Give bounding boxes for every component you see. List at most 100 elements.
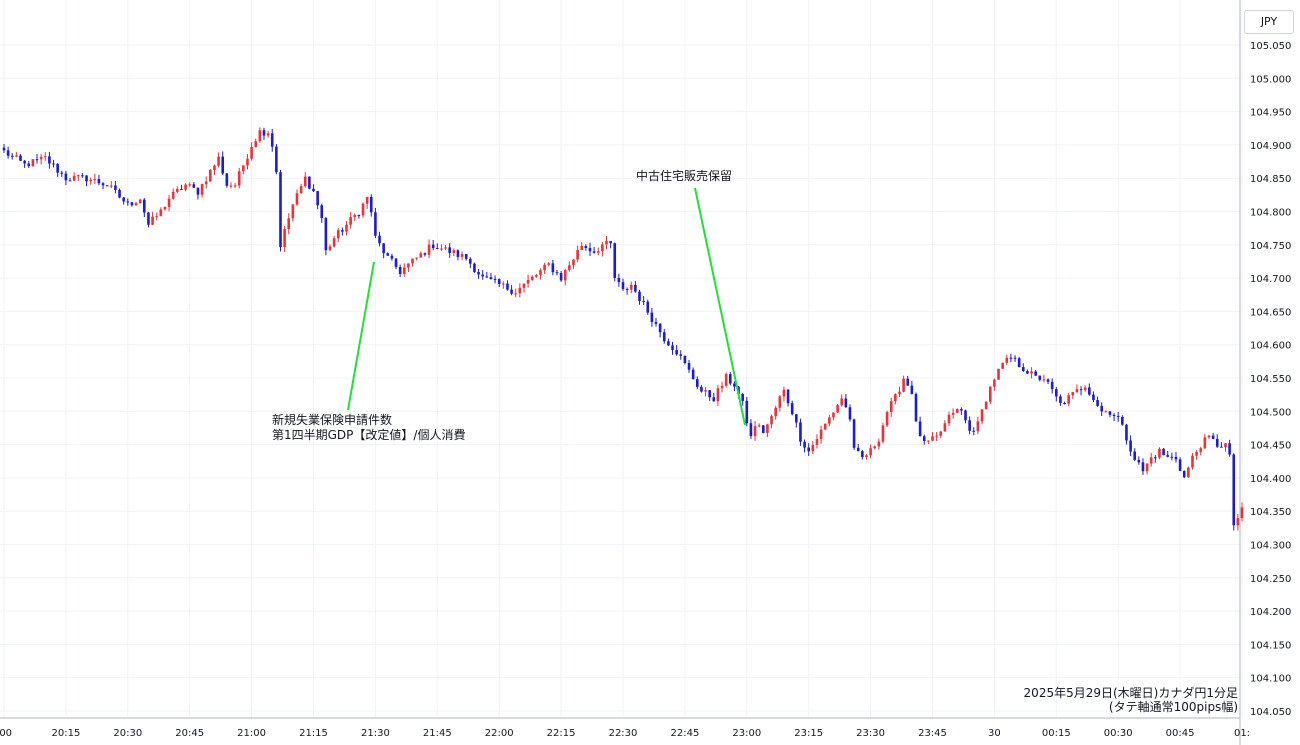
- candle: [97, 174, 101, 186]
- candle: [1005, 354, 1009, 366]
- candle: [56, 163, 59, 177]
- candle: [980, 409, 984, 425]
- candle: [237, 167, 241, 189]
- candle: [757, 423, 761, 428]
- candle: [436, 243, 439, 250]
- y-tick-label: 104.900: [1250, 141, 1291, 152]
- candle: [378, 231, 381, 247]
- candle: [823, 423, 827, 430]
- candle: [308, 176, 311, 190]
- candle: [407, 263, 410, 273]
- candle: [138, 198, 142, 204]
- candle: [390, 253, 394, 261]
- x-tick-label: 20:15: [51, 728, 80, 739]
- candle: [1071, 391, 1075, 399]
- candle: [592, 246, 596, 254]
- candle: [10, 153, 14, 160]
- candle: [609, 240, 612, 249]
- time-axis[interactable]: :00 20:15 20:30 20:45 21:00 21:15 21:30 21:45 22…: [0, 728, 1250, 739]
- candle: [922, 434, 926, 445]
- candle: [415, 257, 418, 261]
- candle: [1017, 356, 1021, 368]
- candle: [889, 397, 893, 417]
- candle: [514, 288, 518, 298]
- candle: [976, 416, 980, 435]
- currency-badge[interactable]: JPY: [1244, 10, 1294, 34]
- candle: [704, 387, 707, 397]
- candle: [840, 394, 844, 407]
- candle: [1096, 396, 1099, 407]
- candle: [629, 281, 633, 294]
- candle: [1092, 391, 1095, 403]
- candle: [852, 418, 856, 450]
- candle: [1100, 402, 1103, 417]
- y-tick-label: 104.600: [1250, 341, 1291, 352]
- x-tick-label: 20:30: [113, 728, 142, 739]
- candle: [254, 138, 258, 148]
- candle: [48, 151, 51, 169]
- chart-caption-line1: 2025年5月29日(木曜日)カナダ円1分足: [1024, 685, 1238, 700]
- candle: [832, 412, 835, 421]
- candle: [262, 127, 266, 140]
- grid-lines: [0, 0, 1243, 718]
- candle: [402, 263, 406, 277]
- candle: [972, 427, 976, 436]
- candle: [1137, 456, 1141, 465]
- candle: [295, 189, 299, 207]
- x-tick-label: 22:45: [670, 728, 699, 739]
- candle: [547, 262, 551, 267]
- candle: [770, 414, 773, 429]
- candle: [196, 187, 200, 200]
- candle: [159, 207, 163, 217]
- candle: [1133, 448, 1137, 462]
- candle: [535, 274, 538, 278]
- candle: [683, 355, 687, 365]
- candle: [1009, 353, 1013, 363]
- candle: [807, 443, 810, 456]
- price-axis[interactable]: 105.050 105.000 104.950 104.900 104.850 104.8…: [1250, 41, 1291, 718]
- candle: [43, 152, 47, 161]
- candle: [452, 248, 456, 257]
- candle: [799, 418, 802, 446]
- candle: [369, 194, 373, 217]
- candle: [130, 201, 134, 207]
- candle: [803, 439, 806, 453]
- candle: [303, 172, 307, 188]
- candle: [180, 184, 183, 190]
- candle: [815, 434, 819, 449]
- candle: [782, 386, 786, 402]
- candle: [440, 244, 443, 251]
- candle: [671, 341, 674, 355]
- candle: [894, 393, 897, 405]
- candle: [233, 183, 237, 189]
- candle: [52, 160, 55, 168]
- candle: [572, 258, 575, 269]
- candle: [530, 275, 534, 281]
- candle: [951, 408, 955, 419]
- candle: [1026, 369, 1029, 375]
- candle: [749, 419, 753, 439]
- candle: [662, 328, 666, 344]
- candle: [1158, 447, 1161, 460]
- candle: [192, 182, 196, 189]
- candle: [1034, 369, 1037, 377]
- candle: [551, 259, 555, 276]
- candle: [1170, 452, 1174, 461]
- candle: [786, 388, 790, 407]
- candle: [31, 159, 35, 167]
- x-tick-label: 21:45: [423, 728, 452, 739]
- candle: [225, 173, 229, 188]
- candle: [353, 213, 357, 222]
- candle: [555, 269, 559, 276]
- candle: [1046, 378, 1050, 385]
- candle: [1220, 442, 1223, 448]
- x-tick-label: 22:15: [547, 728, 576, 739]
- candle: [328, 244, 332, 252]
- x-tick-label: :00: [0, 728, 12, 739]
- candle: [275, 144, 278, 175]
- candle: [1149, 453, 1153, 467]
- candle: [724, 372, 728, 388]
- annotation-claims-gdp-line2: 第1四半期GDP【改定値】/個人消費: [272, 427, 465, 442]
- x-tick-label: 30: [988, 728, 1001, 739]
